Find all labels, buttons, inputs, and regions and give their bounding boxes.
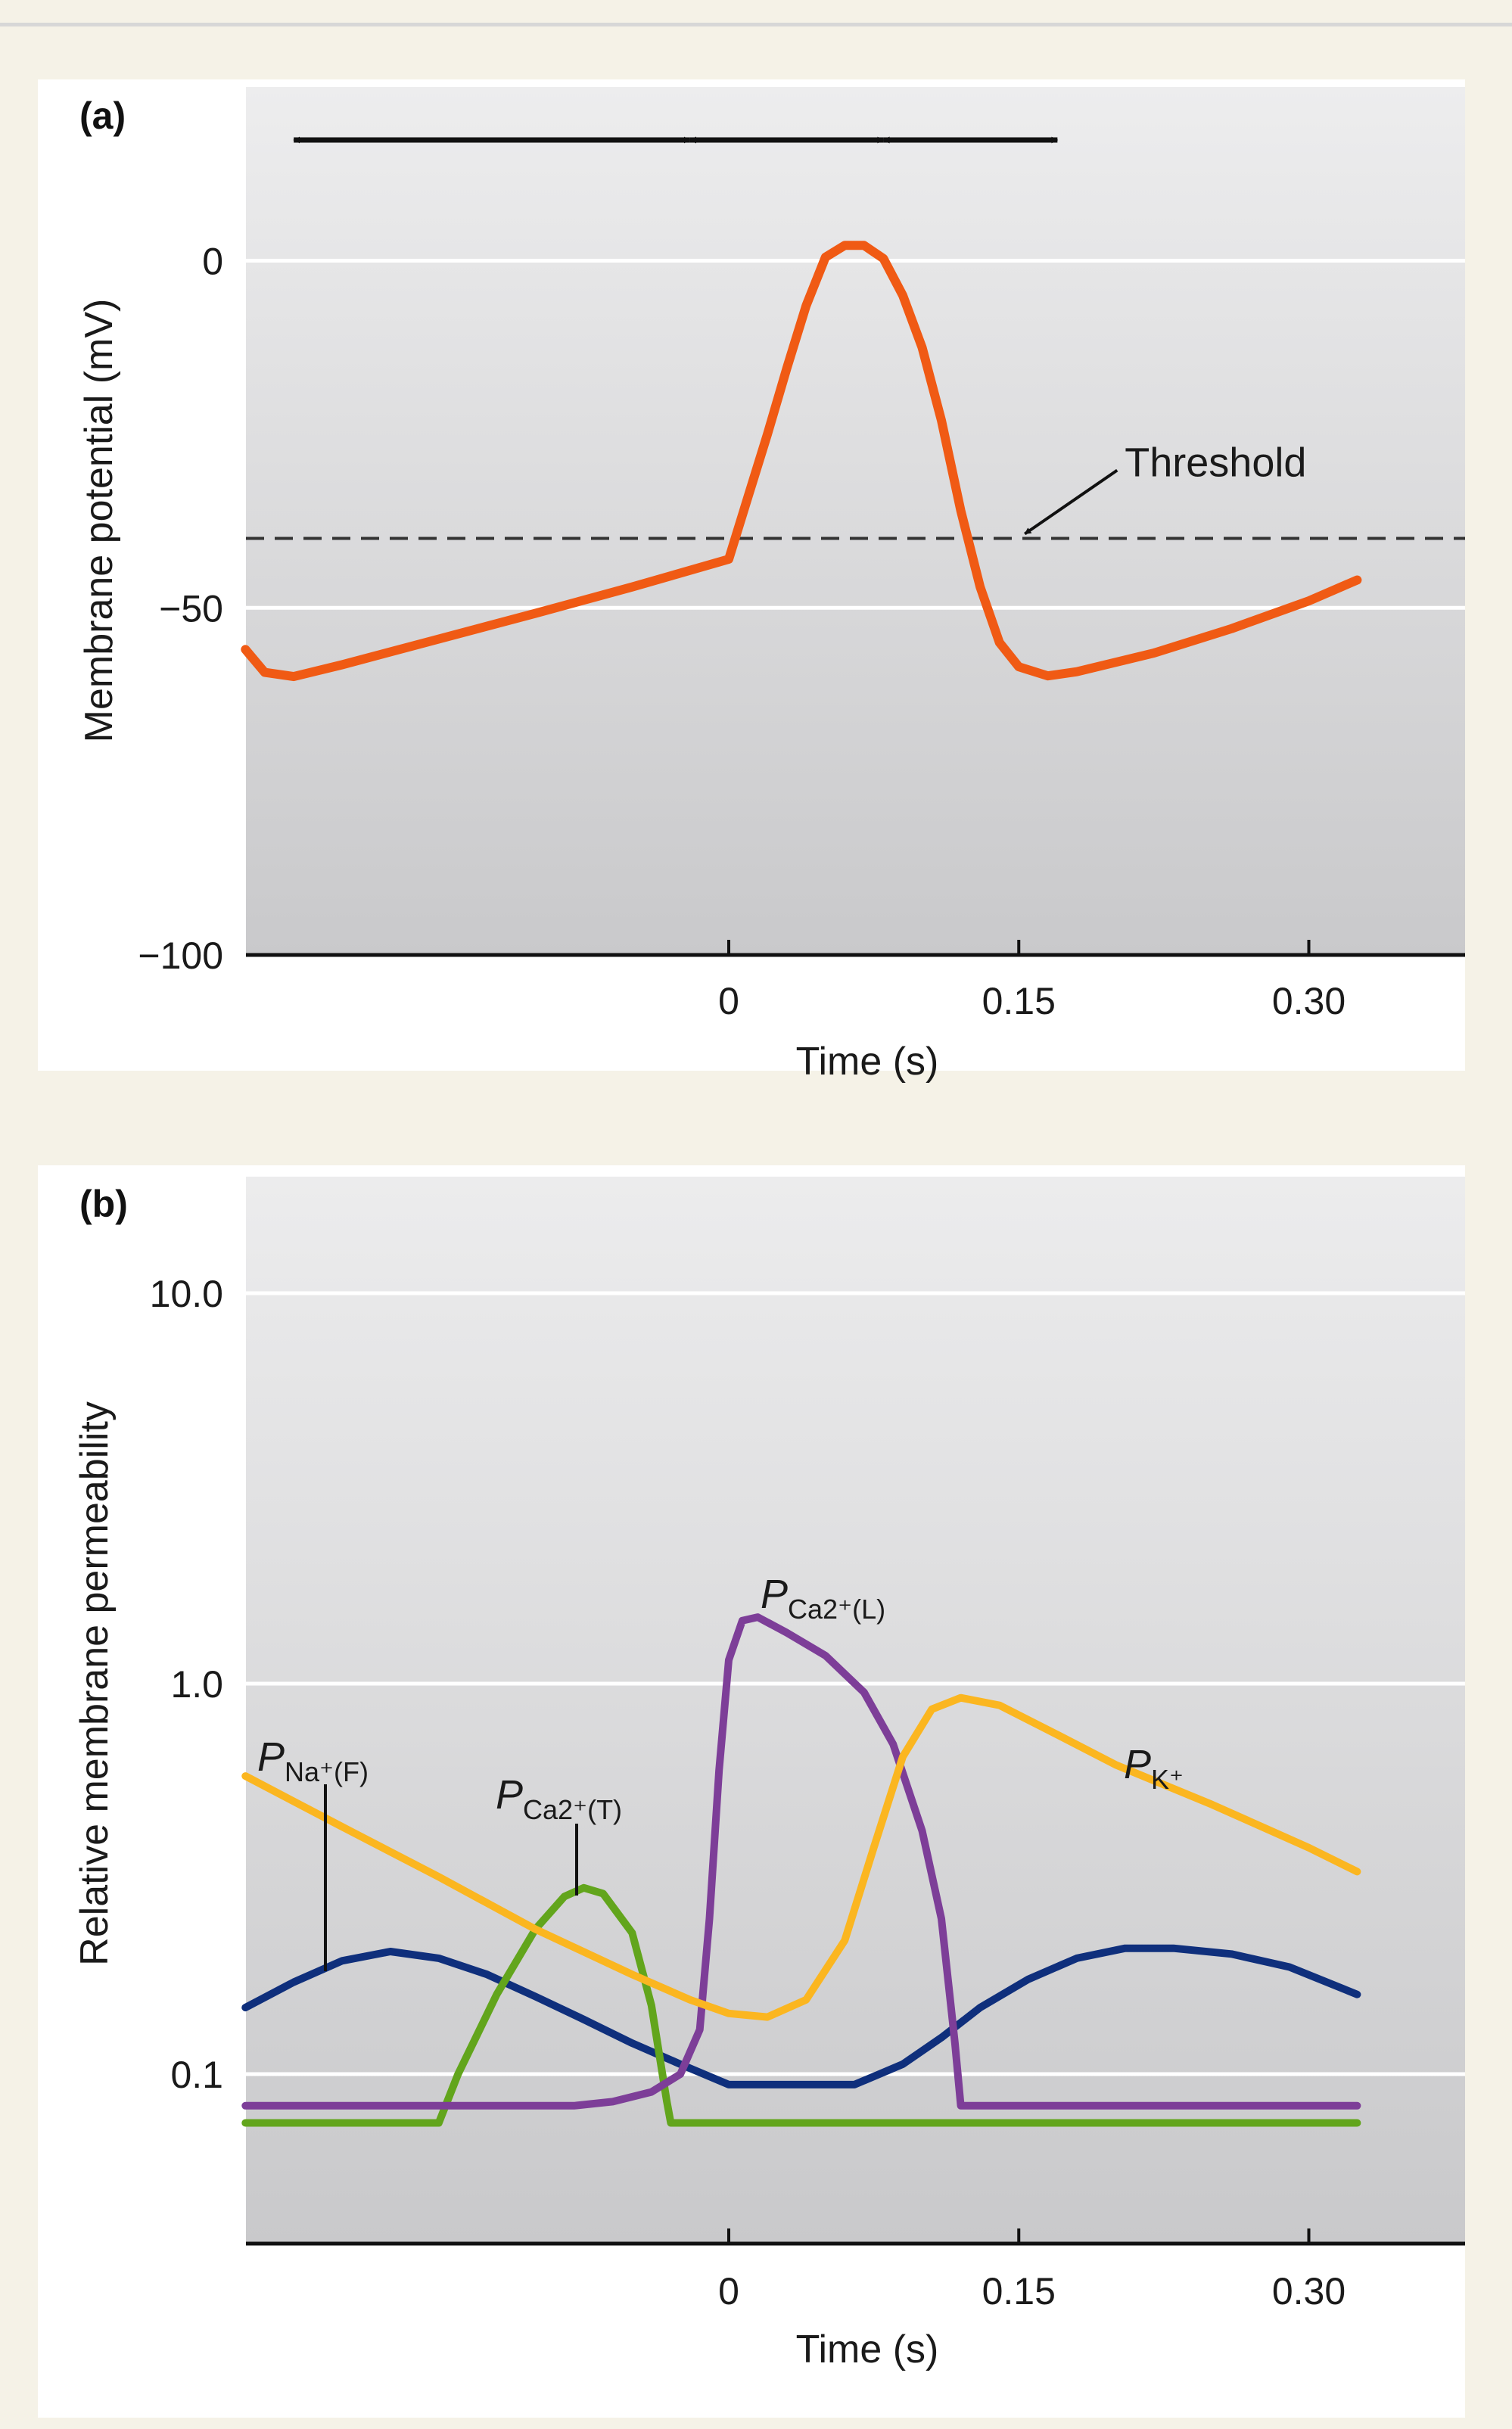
panel-b-y-tick-label: 0.1 — [170, 2054, 223, 2096]
panel-a-y-axis-label: Membrane potential (mV) — [77, 299, 121, 743]
panel-a-gridlines — [246, 259, 1465, 610]
label-p-k: PK⁺ — [1124, 1742, 1184, 1795]
panel-b-x-tick-label: 0.15 — [982, 2270, 1056, 2312]
panel-b-y-tick-label: 10.0 — [150, 1273, 223, 1315]
series-label-subscript: Ca2⁺(T) — [523, 1794, 622, 1825]
p-na-fast-line — [241, 1944, 1361, 2088]
label-p-ca-l: PCa2⁺(L) — [761, 1572, 885, 1625]
panel-a-threshold: Threshold — [246, 440, 1465, 540]
panel-a-x-axis-label: Time (s) — [796, 1040, 939, 1084]
threshold-pointer-arrow — [1024, 468, 1118, 536]
panel-b-y-ticks: 0.1 1.0 10.0 — [150, 1273, 223, 2096]
panel-a-x-tick-label: 0 — [718, 980, 739, 1022]
panel-b-x-tick-label: 0 — [718, 2270, 739, 2312]
panel-a-label: (a) — [79, 95, 126, 137]
label-p-ca-t: PCa2⁺(T) — [496, 1772, 622, 1825]
series-label-subscript: K⁺ — [1151, 1764, 1184, 1795]
series-label-main: P — [257, 1734, 285, 1780]
p-ca-l-line — [241, 1613, 1361, 2110]
membrane-potential-line — [241, 241, 1362, 682]
panel-b-y-axis-label: Relative membrane permeability — [73, 1401, 117, 1966]
series-label-main: P — [1124, 1742, 1151, 1787]
threshold-label: Threshold — [1125, 440, 1306, 486]
p-k-line — [241, 1693, 1361, 2021]
series-label-subscript: Na⁺(F) — [285, 1756, 369, 1787]
panel-b-x-ticks: 0 0.15 0.30 — [718, 2228, 1346, 2312]
page-top-divider — [0, 23, 1512, 26]
label-p-na-fast: PNa⁺(F) — [257, 1734, 369, 1787]
panel-b-x-tick-label: 0.30 — [1272, 2270, 1346, 2312]
panel-a-plot-area — [246, 87, 1465, 955]
p-ca-t-line — [241, 1883, 1361, 2127]
panel-a-x-ticks: 0 0.15 0.30 — [718, 940, 1346, 1022]
panel-b-label: (b) — [79, 1183, 128, 1225]
panel-a-x-tick-label: 0.15 — [982, 980, 1056, 1022]
panel-a-x-tick-label: 0.30 — [1272, 980, 1346, 1022]
panel-b-plot-area — [246, 1177, 1465, 2244]
panel-b-series — [241, 1613, 1361, 2127]
panel-a-series — [241, 241, 1362, 682]
panel-b-y-tick-label: 1.0 — [170, 1663, 223, 1706]
series-label-subscript: Ca2⁺(L) — [788, 1594, 885, 1625]
panel-a-y-ticks: 0 −50 −100 — [138, 241, 223, 978]
panel-a-y-tick-label: 0 — [202, 241, 223, 283]
panel-b-x-axis-label: Time (s) — [796, 2328, 939, 2371]
panel-b-series-labels: PNa⁺(F)PCa2⁺(T)PCa2⁺(L)PK⁺ — [257, 1572, 1184, 1971]
panel-a-y-tick-label: −100 — [138, 935, 223, 977]
series-label-main: P — [761, 1572, 788, 1617]
panel-a-y-tick-label: −50 — [159, 587, 223, 630]
series-label-main: P — [496, 1772, 523, 1818]
